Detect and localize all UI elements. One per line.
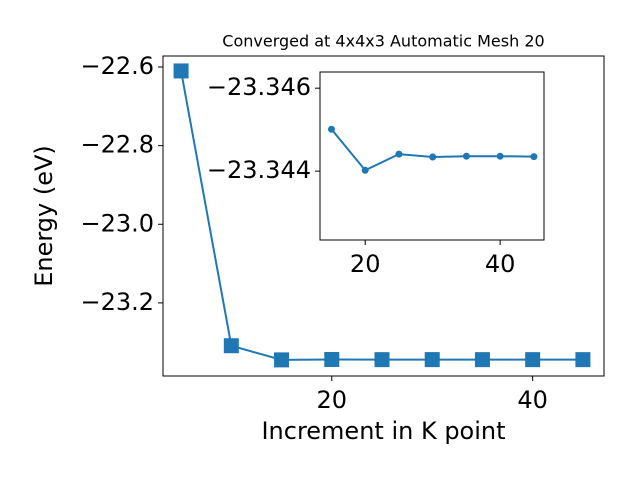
marker bbox=[223, 338, 239, 354]
y-tick-label: −23.2 bbox=[80, 288, 154, 316]
marker bbox=[496, 152, 504, 160]
marker bbox=[395, 150, 403, 158]
marker bbox=[525, 352, 541, 368]
x-tick-label: 20 bbox=[350, 250, 381, 278]
y-tick-label: −22.8 bbox=[80, 131, 154, 159]
y-tick-label: −22.6 bbox=[80, 52, 154, 80]
marker bbox=[274, 352, 290, 368]
x-axis-label: Increment in K point bbox=[261, 417, 505, 445]
marker bbox=[530, 153, 538, 161]
y-axis-label: Energy (eV) bbox=[30, 145, 58, 287]
marker bbox=[424, 352, 440, 368]
x-tick-label: 40 bbox=[485, 250, 516, 278]
x-tick-label: 40 bbox=[517, 386, 548, 414]
y-tick-label: −23.344 bbox=[207, 156, 311, 184]
x-tick-label: 20 bbox=[316, 386, 347, 414]
y-tick-label: −23.346 bbox=[207, 73, 311, 101]
marker bbox=[575, 352, 591, 368]
marker bbox=[324, 351, 340, 367]
marker bbox=[462, 152, 470, 160]
marker bbox=[429, 153, 437, 161]
marker bbox=[361, 166, 369, 174]
marker bbox=[327, 125, 335, 133]
y-tick-label: −23.0 bbox=[80, 209, 154, 237]
marker bbox=[173, 63, 189, 79]
chart-title: Converged at 4x4x3 Automatic Mesh 20 bbox=[222, 32, 544, 51]
marker bbox=[374, 352, 390, 368]
marker bbox=[474, 352, 490, 368]
